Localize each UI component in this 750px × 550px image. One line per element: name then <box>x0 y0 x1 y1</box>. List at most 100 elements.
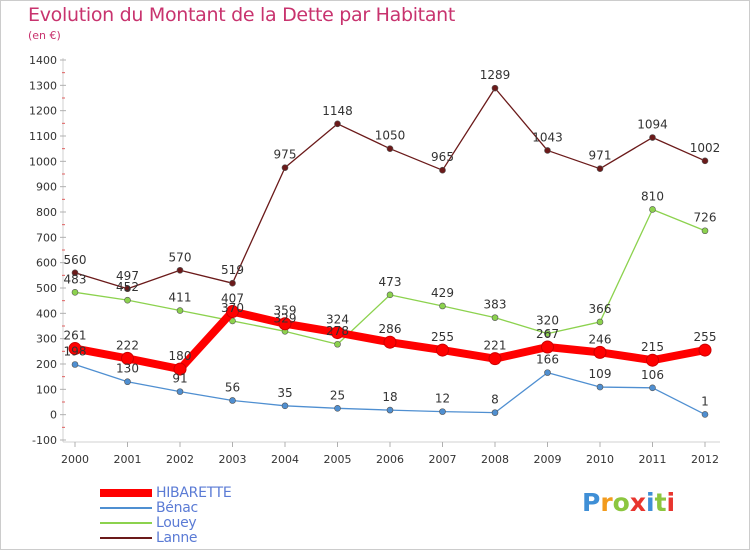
x-tick-label: 2005 <box>324 453 352 466</box>
data-point <box>71 289 79 296</box>
data-label: 407 <box>221 292 244 306</box>
data-point <box>439 408 446 415</box>
data-point <box>331 326 344 340</box>
data-label: 320 <box>536 314 559 328</box>
data-point <box>386 291 394 299</box>
x-tick-label: 2011 <box>639 453 667 466</box>
data-point <box>334 120 341 128</box>
data-point <box>488 352 502 366</box>
chart-title: Evolution du Montant de la Dette par Hab… <box>28 4 456 26</box>
data-point <box>596 318 604 326</box>
x-tick-label: 2010 <box>586 453 614 466</box>
data-label: 810 <box>641 189 664 203</box>
data-point <box>436 343 449 357</box>
data-point <box>71 269 79 277</box>
data-point <box>593 345 607 359</box>
data-point <box>544 369 551 376</box>
data-point <box>383 335 397 349</box>
x-tick-label: 2012 <box>691 453 719 466</box>
data-label: 106 <box>641 368 664 382</box>
data-point <box>491 314 499 321</box>
x-tick-label: 2008 <box>481 453 509 466</box>
data-label: 222 <box>116 338 139 352</box>
data-label: 25 <box>330 388 345 402</box>
data-label: 329 <box>274 311 297 325</box>
data-label: 246 <box>589 332 612 346</box>
y-tick-label: 500 <box>36 282 57 295</box>
data-point <box>646 353 659 367</box>
data-label: 452 <box>116 280 139 294</box>
data-label: 255 <box>431 330 454 344</box>
data-label: 473 <box>379 275 402 289</box>
data-point <box>541 340 554 354</box>
data-point <box>121 351 134 365</box>
x-tick-label: 2007 <box>429 453 457 466</box>
data-point <box>649 384 656 392</box>
data-point <box>544 330 551 337</box>
y-tick-label: 900 <box>36 181 57 194</box>
data-label: 429 <box>431 286 454 300</box>
y-tick-label: 700 <box>36 231 57 244</box>
data-label: 56 <box>225 380 240 394</box>
data-point <box>649 134 656 141</box>
y-tick-label: 1200 <box>29 105 57 118</box>
data-label: 359 <box>274 304 297 318</box>
legend-swatch <box>100 489 152 497</box>
data-label: 965 <box>431 150 454 164</box>
data-point <box>439 302 446 310</box>
y-tick-label: 200 <box>36 358 57 371</box>
data-label: 278 <box>326 324 349 338</box>
data-point <box>176 388 184 395</box>
data-point <box>698 343 712 357</box>
data-label: 286 <box>379 322 402 336</box>
data-point <box>173 362 187 376</box>
data-label: 383 <box>484 298 507 312</box>
data-point <box>226 305 239 319</box>
data-point <box>491 409 499 416</box>
data-label: 166 <box>536 353 559 367</box>
data-label: 261 <box>64 329 87 343</box>
data-point <box>701 157 709 165</box>
data-point <box>386 145 394 152</box>
x-tick-label: 2006 <box>376 453 404 466</box>
data-label: 1050 <box>375 129 406 143</box>
data-point <box>649 206 656 213</box>
data-point <box>281 164 289 171</box>
data-point <box>701 227 709 235</box>
x-tick-label: 2003 <box>219 453 247 466</box>
legend-label: Bénac <box>156 500 198 516</box>
data-label: 180 <box>169 349 192 363</box>
y-tick-label: 0 <box>50 409 57 422</box>
data-label: 1043 <box>532 130 563 144</box>
data-label: 35 <box>277 386 292 400</box>
data-point <box>491 84 499 92</box>
data-point <box>334 340 341 348</box>
y-tick-label: -100 <box>32 434 57 447</box>
data-point <box>68 342 82 356</box>
y-tick-label: 600 <box>36 257 57 270</box>
y-tick-label: 100 <box>36 383 57 396</box>
proxiti-logo: Proxiti <box>582 488 676 517</box>
data-point <box>176 266 184 274</box>
data-label: 519 <box>221 263 244 277</box>
y-tick-label: 1100 <box>29 130 57 143</box>
data-point <box>176 307 184 314</box>
data-label: 570 <box>169 250 192 264</box>
data-label: 1002 <box>690 141 721 155</box>
data-label: 483 <box>64 272 87 286</box>
data-label: 91 <box>172 372 187 386</box>
data-label: 411 <box>169 291 192 305</box>
y-tick-label: 300 <box>36 333 57 346</box>
y-tick-label: 800 <box>36 206 57 219</box>
data-point <box>544 147 551 154</box>
legend-label: Lanne <box>156 530 198 546</box>
legend-label: HIBARETTE <box>156 485 232 501</box>
data-label: 971 <box>589 149 612 163</box>
data-label: 215 <box>641 340 664 354</box>
data-label: 130 <box>116 362 139 376</box>
data-label: 560 <box>64 253 87 267</box>
data-label: 255 <box>694 330 717 344</box>
